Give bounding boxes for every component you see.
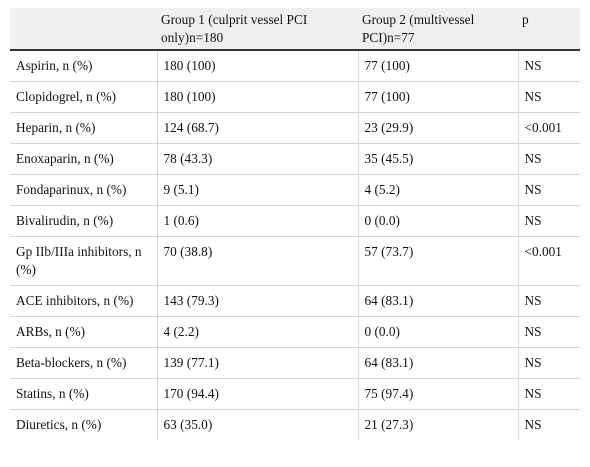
group1-value-cell: 143 (79.3) xyxy=(157,285,359,317)
header-cell-group1: Group 1 (culprit vessel PCI only)n=180 xyxy=(157,8,358,51)
row-label-cell: Aspirin, n (%) xyxy=(10,50,158,82)
table-row: ARBs, n (%) 4 (2.2) 0 (0.0) NS xyxy=(10,316,580,348)
group1-value-cell: 180 (100) xyxy=(157,50,359,82)
group1-value-cell: 9 (5.1) xyxy=(157,174,359,206)
row-label-cell: Statins, n (%) xyxy=(10,378,158,410)
table-row: Gp IIb/IIIa inhibitors, n (%) 70 (38.8) 57… xyxy=(10,236,580,286)
row-label-cell: Bivalirudin, n (%) xyxy=(10,205,158,237)
row-label-cell: Beta-blockers, n (%) xyxy=(10,347,158,379)
p-value-cell: NS xyxy=(518,81,580,113)
table-row: Statins, n (%) 170 (94.4) 75 (97.4) NS xyxy=(10,378,580,410)
group2-value-cell: 23 (29.9) xyxy=(358,112,519,144)
p-value-cell: NS xyxy=(524,417,542,432)
group2-value-cell: 35 (45.5) xyxy=(358,143,519,175)
header-cell-variable xyxy=(10,8,157,51)
group1-value-cell: 124 (68.7) xyxy=(157,112,359,144)
table-row: ACE inhibitors, n (%) 143 (79.3) 64 (83.1)… xyxy=(10,285,580,317)
group1-value-cell: 180 (100) xyxy=(157,81,359,113)
row-label-cell: Diuretics, n (%) xyxy=(10,409,158,440)
p-value-cell: <0.001 xyxy=(518,236,580,286)
group2-value-cell: 21 (27.3) xyxy=(358,409,519,440)
group1-value-cell: 170 (94.4) xyxy=(157,378,359,410)
table-row: Enoxaparin, n (%) 78 (43.3) 35 (45.5) NS xyxy=(10,143,580,175)
p-value-cell: NS xyxy=(518,378,580,410)
group2-value-cell: 4 (5.2) xyxy=(358,174,519,206)
table-body: Aspirin, n (%) 180 (100) 77 (100) NS Clopido… xyxy=(10,50,580,440)
group1-value-cell: 139 (77.1) xyxy=(157,347,359,379)
table-header: Group 1 (culprit vessel PCI only)n=180 G… xyxy=(10,8,580,51)
group2-value-cell: 57 (73.7) xyxy=(358,236,519,286)
group1-value-cell: 1 (0.6) xyxy=(157,205,359,237)
p-value-cell: NS xyxy=(518,50,580,82)
row-label-cell: Clopidogrel, n (%) xyxy=(10,81,158,113)
header-row: Group 1 (culprit vessel PCI only)n=180 G… xyxy=(10,8,580,51)
group2-value-cell: 64 (83.1) xyxy=(358,285,519,317)
header-cell-group2: Group 2 (multivessel PCI)n=77 xyxy=(358,8,518,51)
medication-table: Group 1 (culprit vessel PCI only)n=180 G… xyxy=(10,8,580,440)
p-value-cell: NS xyxy=(518,174,580,206)
p-value-cell: NS xyxy=(518,143,580,175)
row-label-cell: Heparin, n (%) xyxy=(10,112,158,144)
row-label-cell: ARBs, n (%) xyxy=(10,316,158,348)
table-row: Heparin, n (%) 124 (68.7) 23 (29.9) <0.001 xyxy=(10,112,580,144)
p-value-cell: <0.001 xyxy=(518,112,580,144)
table-row: Fondaparinux, n (%) 9 (5.1) 4 (5.2) NS xyxy=(10,174,580,206)
group2-value-cell: 77 (100) xyxy=(358,50,519,82)
table-row: Diuretics, n (%) 63 (35.0) 21 (27.3) NS xyxy=(10,409,580,440)
group2-value-cell: 77 (100) xyxy=(358,81,519,113)
header-cell-p: p xyxy=(518,8,580,51)
group2-value-cell: 0 (0.0) xyxy=(358,316,519,348)
table-row: Bivalirudin, n (%) 1 (0.6) 0 (0.0) NS xyxy=(10,205,580,237)
group1-value-cell: 4 (2.2) xyxy=(157,316,359,348)
group2-value-cell: 0 (0.0) xyxy=(358,205,519,237)
table-row: Aspirin, n (%) 180 (100) 77 (100) NS xyxy=(10,50,580,82)
row-label-cell: Fondaparinux, n (%) xyxy=(10,174,158,206)
table-row: Clopidogrel, n (%) 180 (100) 77 (100) NS xyxy=(10,81,580,113)
row-label-cell: ACE inhibitors, n (%) xyxy=(10,285,158,317)
p-value-cell: NS xyxy=(518,285,580,317)
group2-value-cell: 64 (83.1) xyxy=(358,347,519,379)
table-row: Beta-blockers, n (%) 139 (77.1) 64 (83.1) N… xyxy=(10,347,580,379)
group1-value-cell: 70 (38.8) xyxy=(157,236,359,286)
p-value-cell: NS xyxy=(518,316,580,348)
row-label-cell: Enoxaparin, n (%) xyxy=(10,143,158,175)
group2-value-cell: 75 (97.4) xyxy=(358,378,519,410)
row-label-cell: Gp IIb/IIIa inhibitors, n (%) xyxy=(10,236,158,286)
p-value-cell: NS xyxy=(518,347,580,379)
group1-value-cell: 63 (35.0) xyxy=(157,409,359,440)
p-value-cell: NS xyxy=(518,205,580,237)
group1-value-cell: 78 (43.3) xyxy=(157,143,359,175)
